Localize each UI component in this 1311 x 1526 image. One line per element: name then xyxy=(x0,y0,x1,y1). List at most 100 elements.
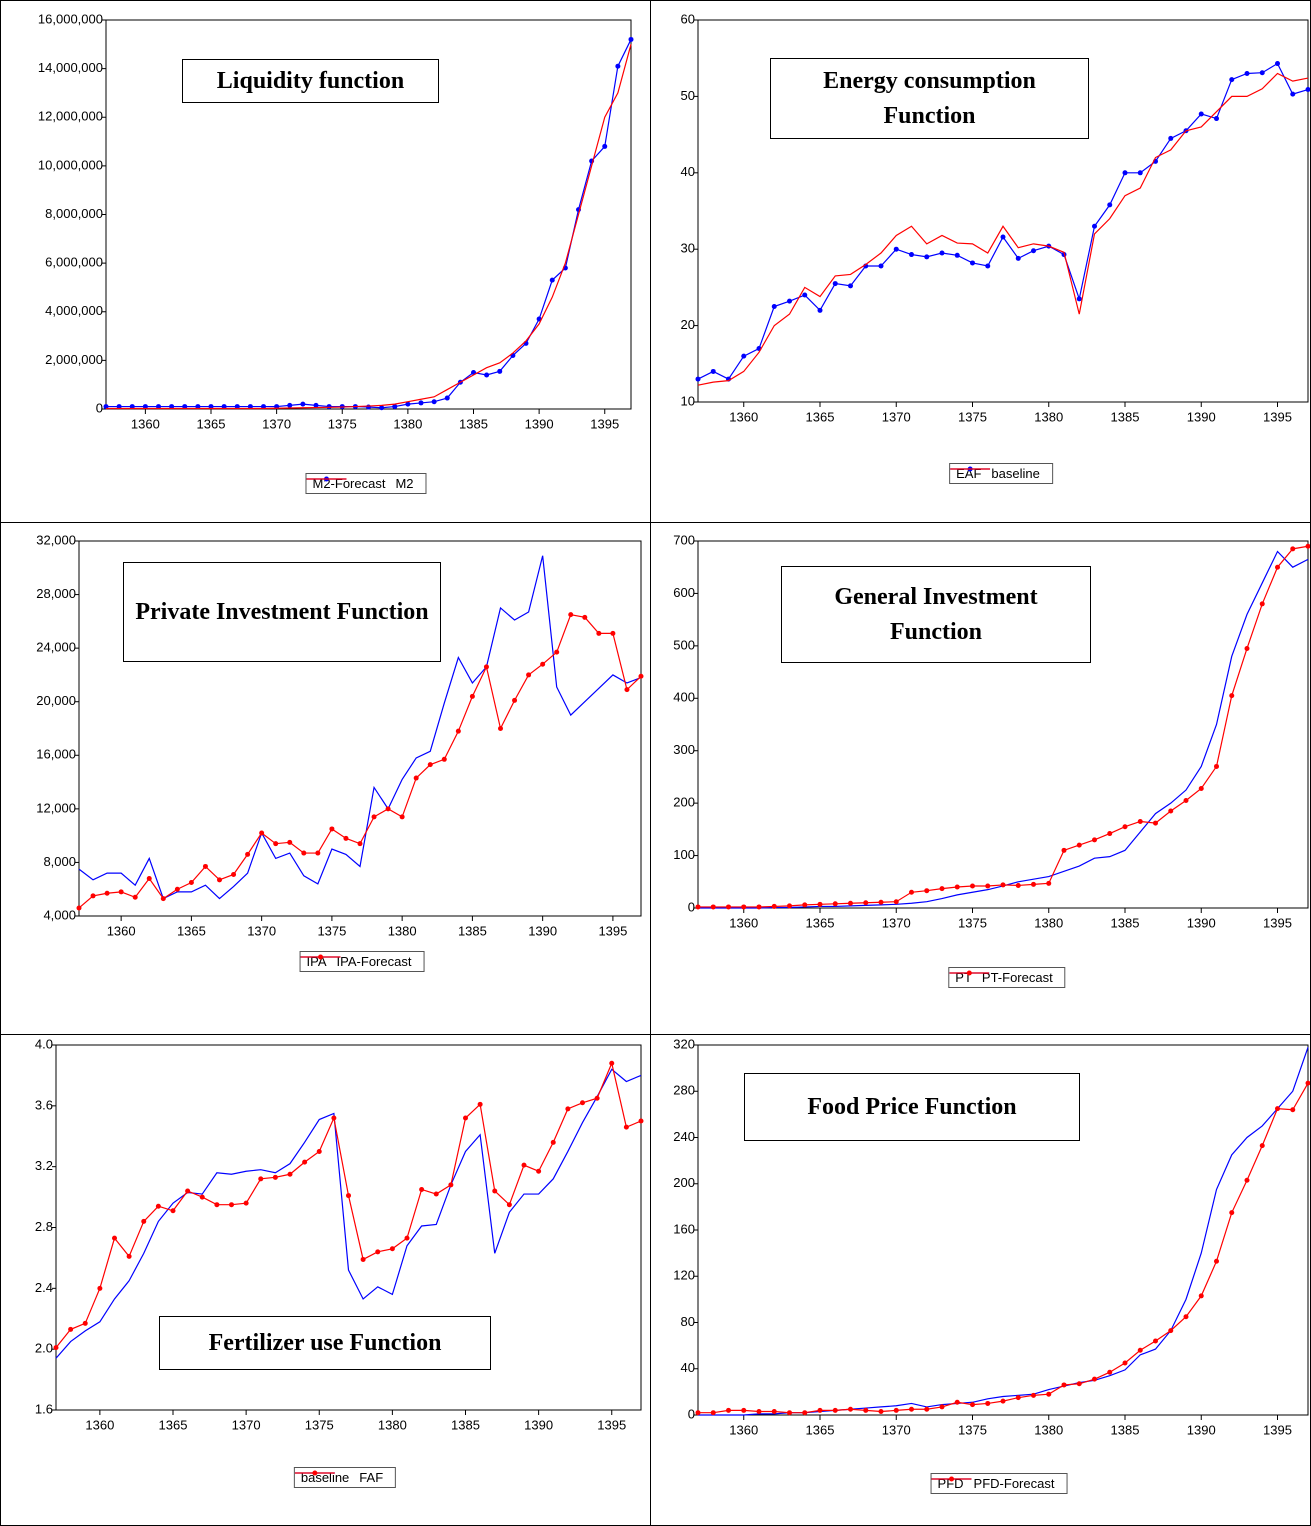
y-tick-label: 14,000,000 xyxy=(38,60,103,75)
x-tick-label: 1365 xyxy=(177,923,206,938)
x-tick-label: 1385 xyxy=(1111,409,1140,424)
chart-title: Fertilizer use Function xyxy=(159,1316,491,1370)
point xyxy=(1031,248,1036,254)
chart-panel: 1.6 2.0 2.4 2.8 3.2 3.6 4.0 1360 1365 1370 1375 138… xyxy=(0,1034,651,1526)
point xyxy=(582,614,588,620)
y-tick-label: 320 xyxy=(673,1036,695,1051)
point xyxy=(1107,1369,1113,1375)
point xyxy=(817,901,823,907)
x-tick-label: 1375 xyxy=(958,915,987,930)
point xyxy=(1229,693,1235,699)
x-tick-label: 1390 xyxy=(528,923,557,938)
x-tick-label: 1365 xyxy=(806,409,835,424)
point xyxy=(483,664,489,670)
y-tick-label: 400 xyxy=(673,690,695,705)
point xyxy=(695,1410,701,1416)
point xyxy=(506,1202,512,1208)
x-tick-label: 1380 xyxy=(388,923,417,938)
point xyxy=(710,904,716,910)
point xyxy=(741,904,747,910)
point xyxy=(329,826,335,832)
point xyxy=(695,904,701,910)
point xyxy=(802,1410,808,1416)
x-tick-label: 1365 xyxy=(806,1422,835,1437)
point xyxy=(817,1407,823,1413)
plot-frame xyxy=(55,1044,642,1411)
y-tick-label: 0 xyxy=(688,899,695,914)
point xyxy=(985,263,991,269)
point xyxy=(455,728,461,734)
chart-panel: 0 2,000,000 4,000,000 6,000,000 8,000,000 10,… xyxy=(0,0,651,523)
point xyxy=(1259,601,1265,607)
point xyxy=(259,830,265,836)
point xyxy=(1061,847,1067,853)
x-tick-label: 1375 xyxy=(958,1422,987,1437)
x-tick-label: 1385 xyxy=(1111,1422,1140,1437)
x-tick-label: 1375 xyxy=(317,923,346,938)
legend-label: PFD xyxy=(937,1476,964,1491)
x-tick-label: 1380 xyxy=(378,1417,407,1432)
x-tick-label: 1390 xyxy=(1187,409,1216,424)
y-tick-label: 20 xyxy=(681,317,695,332)
point xyxy=(1214,763,1219,769)
point xyxy=(924,888,930,894)
point xyxy=(596,630,602,636)
point xyxy=(287,1171,293,1177)
point xyxy=(141,1218,147,1224)
point xyxy=(1031,1392,1036,1398)
point xyxy=(909,252,914,258)
point xyxy=(832,901,838,907)
point xyxy=(1137,1347,1143,1353)
point xyxy=(1168,1328,1174,1334)
point xyxy=(1290,1107,1296,1113)
y-tick-label: 20,000 xyxy=(36,693,76,708)
point xyxy=(231,871,237,877)
point xyxy=(1229,1210,1235,1216)
point xyxy=(146,876,152,881)
point xyxy=(418,400,424,406)
point xyxy=(1305,543,1310,549)
chart-title: General Investment Function xyxy=(781,566,1091,663)
y-tick-label: 50 xyxy=(681,88,695,103)
y-tick-label: 8,000 xyxy=(43,854,76,869)
point xyxy=(771,304,777,309)
point xyxy=(1168,135,1174,141)
legend-label: IPA-Forecast xyxy=(336,954,412,969)
point xyxy=(878,1409,884,1415)
point xyxy=(82,1320,88,1326)
point xyxy=(802,902,808,908)
series-line xyxy=(55,1061,642,1349)
point xyxy=(404,1235,410,1241)
point xyxy=(1305,87,1310,93)
point xyxy=(848,1406,853,1412)
point xyxy=(169,404,175,410)
x-tick-label: 1365 xyxy=(197,416,226,431)
point xyxy=(878,263,884,269)
x-tick-label: 1360 xyxy=(729,915,758,930)
point xyxy=(477,1101,483,1107)
point xyxy=(1290,91,1296,97)
point xyxy=(1000,234,1006,240)
point xyxy=(229,1202,234,1208)
legend-label: PFD-Forecast xyxy=(973,1476,1055,1491)
point xyxy=(287,402,293,408)
point xyxy=(549,277,555,283)
legend-marker xyxy=(966,970,972,976)
point xyxy=(497,368,503,374)
y-tick-label: 32,000 xyxy=(36,532,76,547)
point xyxy=(444,395,450,401)
y-tick-label: 240 xyxy=(673,1129,695,1144)
legend-label: PT-Forecast xyxy=(981,970,1053,985)
point xyxy=(568,612,574,618)
x-tick-label: 1360 xyxy=(131,416,160,431)
legend-label: M2 xyxy=(395,476,414,491)
point xyxy=(970,260,975,266)
point xyxy=(1076,1381,1082,1387)
point xyxy=(1259,1143,1265,1149)
point xyxy=(710,1410,716,1416)
legend: EAF baseline xyxy=(949,463,1053,484)
point xyxy=(602,143,608,149)
y-tick-label: 3.2 xyxy=(35,1158,53,1173)
point xyxy=(832,281,838,287)
point xyxy=(1275,1106,1280,1112)
